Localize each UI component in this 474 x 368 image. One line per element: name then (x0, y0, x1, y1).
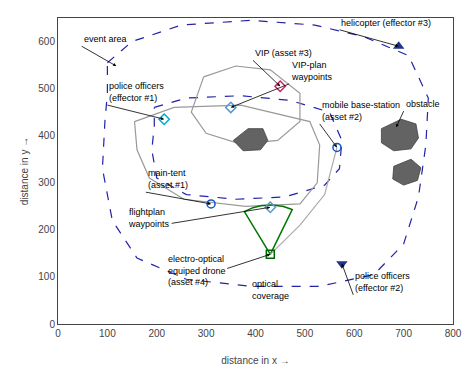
svg-text:mobile base-station(asset #2): mobile base-station(asset #2) (322, 100, 400, 122)
svg-text:helicopter (effector #3): helicopter (effector #3) (341, 18, 431, 28)
svg-text:distance in x →: distance in x → (221, 355, 289, 366)
svg-text:electro-opticalequiped drone(a: electro-opticalequiped drone(asset #4) (168, 254, 226, 287)
svg-text:0: 0 (49, 319, 55, 330)
svg-text:100: 100 (99, 328, 116, 339)
svg-text:200: 200 (38, 224, 55, 235)
svg-text:event area: event area (84, 34, 127, 44)
svg-text:500: 500 (297, 328, 314, 339)
svg-text:400: 400 (38, 130, 55, 141)
svg-text:VIP-planwaypoints: VIP-planwaypoints (291, 60, 333, 82)
svg-text:police officers(effector #2): police officers(effector #2) (355, 271, 410, 293)
svg-text:opticalcoverage: opticalcoverage (252, 279, 289, 301)
svg-text:flightplanwaypoints: flightplanwaypoints (128, 207, 170, 229)
svg-text:0: 0 (55, 328, 61, 339)
svg-text:main-tent(asset #1): main-tent(asset #1) (148, 168, 188, 190)
svg-text:500: 500 (38, 83, 55, 94)
svg-text:700: 700 (395, 328, 412, 339)
svg-text:200: 200 (148, 328, 165, 339)
svg-text:distance in y →: distance in y → (19, 137, 30, 205)
svg-text:800: 800 (445, 328, 462, 339)
svg-text:police officers(effector #1): police officers(effector #1) (109, 81, 164, 103)
svg-text:obstacle: obstacle (406, 99, 440, 109)
svg-text:VIP (asset #3): VIP (asset #3) (255, 48, 312, 58)
svg-text:600: 600 (346, 328, 363, 339)
svg-text:300: 300 (198, 328, 215, 339)
svg-text:400: 400 (247, 328, 264, 339)
svg-text:300: 300 (38, 177, 55, 188)
svg-text:100: 100 (38, 271, 55, 282)
svg-text:600: 600 (38, 36, 55, 47)
